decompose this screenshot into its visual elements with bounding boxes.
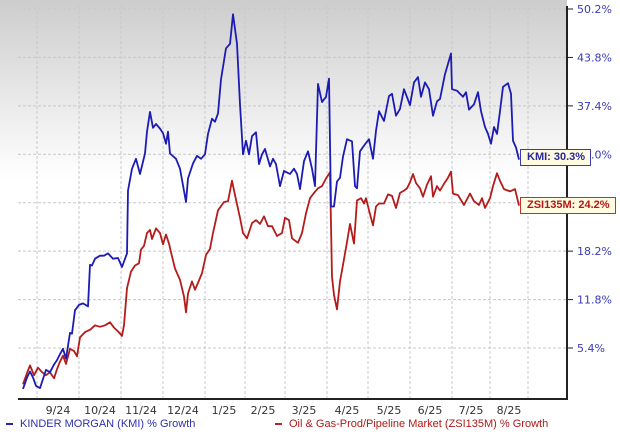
zsi-series-line bbox=[22, 170, 520, 385]
x-tick-label: 3/25 bbox=[292, 404, 317, 417]
y-tick-label: 18.2% bbox=[577, 245, 612, 258]
x-tick-label: 9/24 bbox=[46, 404, 71, 417]
x-tick-label: 8/25 bbox=[497, 404, 522, 417]
x-tick-label: 5/25 bbox=[377, 404, 402, 417]
y-tick-label: 5.4% bbox=[577, 342, 605, 355]
x-tick-label: 6/25 bbox=[418, 404, 443, 417]
legend-label-zsi: Oil & Gas-Prod/Pipeline Market (ZSI135M)… bbox=[289, 418, 549, 430]
legend-swatch-zsi bbox=[275, 423, 282, 426]
x-tick-label: 10/24 bbox=[84, 404, 116, 417]
y-tick-label: 43.8% bbox=[577, 51, 612, 64]
x-axis-ticks: 9/24 10/24 11/24 12/24 1/25 2/25 3/25 4/25 5/25 6… bbox=[46, 404, 522, 417]
y-axis-ticks: 50.2%43.8%37.4%31.0%24.6%18.2%11.8%5.4% bbox=[567, 3, 612, 355]
x-tick-label: 7/25 bbox=[459, 404, 484, 417]
x-tick-label: 12/24 bbox=[167, 404, 199, 417]
y-tick-label: 37.4% bbox=[577, 100, 612, 113]
zsi-end-value-label: ZSI135M: 24.2% bbox=[520, 197, 616, 214]
x-tick-label: 1/25 bbox=[212, 404, 237, 417]
y-tick-label: 50.2% bbox=[577, 3, 612, 16]
legend-swatch-kmi bbox=[6, 423, 13, 426]
x-tick-label: 11/24 bbox=[125, 404, 157, 417]
legend-item-kmi: KINDER MORGAN (KMI) % Growth bbox=[6, 418, 195, 430]
x-tick-label: 2/25 bbox=[251, 404, 276, 417]
series-layer bbox=[22, 13, 520, 390]
kmi-end-value-label: KMI: 30.3% bbox=[520, 149, 592, 166]
x-tick-label: 4/25 bbox=[335, 404, 360, 417]
legend-label-kmi: KINDER MORGAN (KMI) % Growth bbox=[20, 418, 196, 430]
y-tick-label: 11.8% bbox=[577, 294, 612, 307]
legend-item-zsi: Oil & Gas-Prod/Pipeline Market (ZSI135M)… bbox=[275, 418, 548, 430]
kmi-series-line bbox=[22, 13, 520, 390]
